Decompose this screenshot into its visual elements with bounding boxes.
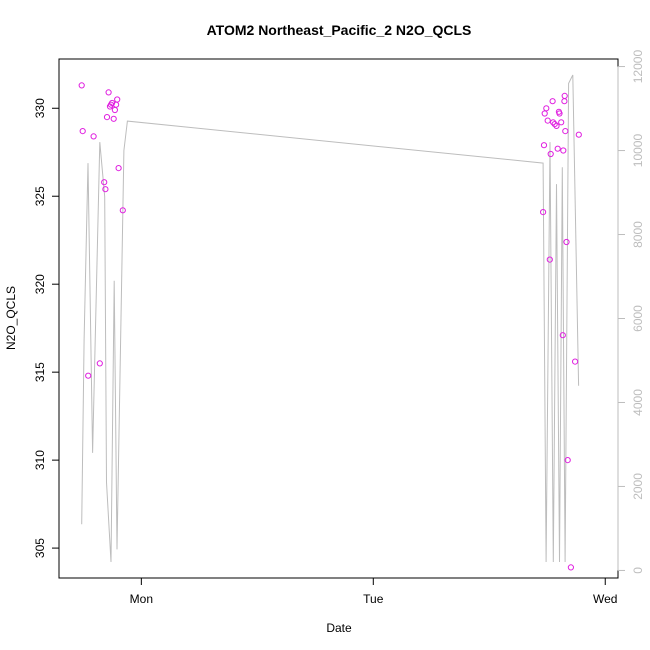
data-point <box>563 238 570 246</box>
x-axis-label: Date <box>326 621 352 635</box>
data-point <box>110 115 117 122</box>
data-point <box>96 360 103 367</box>
data-point <box>554 145 561 152</box>
data-point <box>549 98 556 105</box>
y-axis-left: 305 310 315 320 325 330 <box>33 98 60 558</box>
y-tick-label: 315 <box>33 362 47 382</box>
data-point <box>553 122 560 130</box>
x-tick-label: Mon <box>130 592 153 606</box>
data-point <box>561 98 568 105</box>
plot-area <box>58 58 619 579</box>
y-axis-right: 0 2000 4000 6000 8000 10000 12000 <box>617 50 645 574</box>
data-point <box>540 209 547 216</box>
y-tick-label: 305 <box>33 538 47 558</box>
data-point <box>105 89 112 96</box>
data-point <box>79 128 86 135</box>
data-point <box>102 186 109 193</box>
data-point <box>561 92 568 100</box>
chart-title: ATOM2 Northeast_Pacific_2 N2O_QCLS <box>207 22 472 38</box>
data-point <box>550 119 557 126</box>
y2-tick-label: 4000 <box>631 389 645 416</box>
altitude-line <box>81 74 580 563</box>
data-point <box>544 117 551 124</box>
data-point <box>572 358 579 365</box>
y2-tick-label: 0 <box>631 567 645 574</box>
data-point <box>575 131 582 138</box>
data-point <box>90 133 97 140</box>
data-point <box>114 96 121 103</box>
x-tick-label: Tue <box>363 592 384 606</box>
x-tick-label: Wed <box>593 592 617 606</box>
data-point <box>109 99 116 107</box>
y2-tick-label: 12000 <box>631 50 645 84</box>
data-point <box>559 332 566 339</box>
data-point <box>562 128 569 135</box>
altitude-layer <box>81 74 580 563</box>
data-point <box>546 256 553 263</box>
data-point <box>558 119 565 126</box>
data-point <box>547 150 554 158</box>
data-point <box>556 110 563 117</box>
y-axis-label: N2O_QCLS <box>4 286 18 350</box>
y-tick-label: 330 <box>33 98 47 118</box>
data-point <box>567 564 575 571</box>
data-point <box>85 372 92 379</box>
y2-tick-label: 10000 <box>631 134 645 168</box>
data-point <box>101 179 108 186</box>
data-point <box>543 105 550 112</box>
data-point <box>119 207 126 214</box>
y-tick-label: 325 <box>33 186 47 206</box>
y2-tick-label: 2000 <box>631 473 645 500</box>
y-tick-label: 320 <box>33 274 47 294</box>
data-point <box>551 121 558 128</box>
data-point <box>78 82 85 89</box>
data-point <box>111 106 119 114</box>
y-tick-label: 310 <box>33 450 47 470</box>
data-point <box>564 457 571 464</box>
x-axis: Mon Tue Wed <box>130 578 617 606</box>
data-point <box>115 165 122 172</box>
y2-tick-label: 8000 <box>631 221 645 248</box>
data-point <box>560 147 567 154</box>
data-point <box>103 114 111 121</box>
y2-tick-label: 6000 <box>631 305 645 332</box>
n2o-points-layer <box>78 82 582 571</box>
data-point <box>540 142 548 149</box>
data-point <box>541 110 548 117</box>
